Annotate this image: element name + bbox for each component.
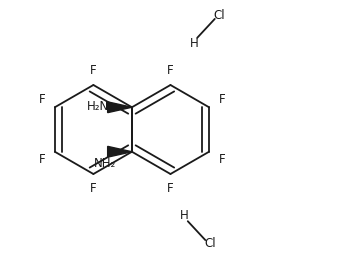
Text: F: F — [90, 64, 97, 77]
Text: H₂N: H₂N — [86, 100, 109, 113]
Text: F: F — [167, 64, 174, 77]
Text: F: F — [39, 93, 45, 106]
Text: NH₂: NH₂ — [94, 157, 116, 170]
Text: H: H — [189, 37, 198, 50]
Text: Cl: Cl — [214, 9, 225, 22]
Text: F: F — [218, 153, 225, 166]
Text: F: F — [218, 93, 225, 106]
Text: Cl: Cl — [204, 237, 216, 250]
Text: F: F — [39, 153, 45, 166]
Text: F: F — [167, 182, 174, 195]
Polygon shape — [108, 102, 132, 113]
Polygon shape — [108, 146, 132, 157]
Text: H: H — [180, 209, 189, 222]
Text: F: F — [90, 182, 97, 195]
